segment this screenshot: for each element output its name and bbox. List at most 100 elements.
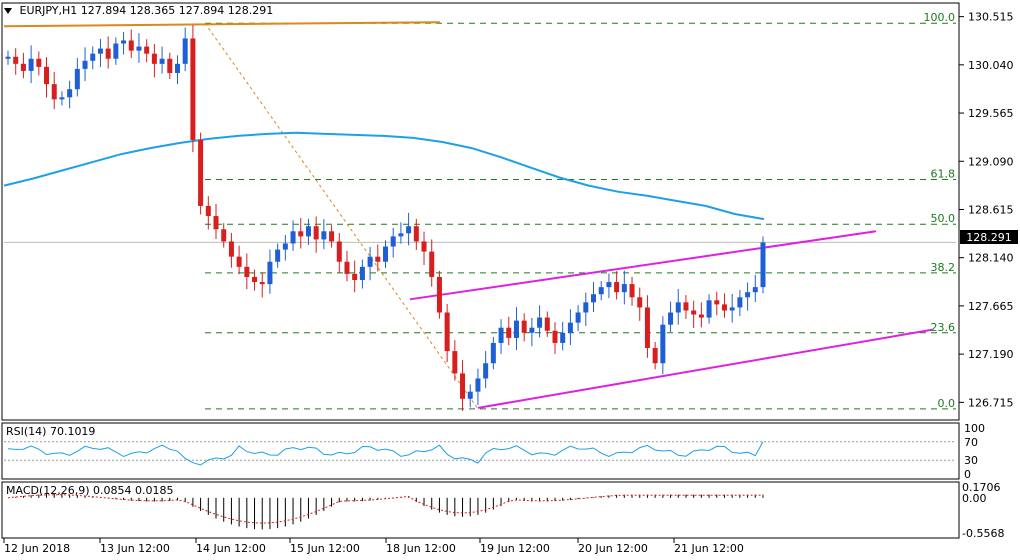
candle-body bbox=[252, 276, 258, 283]
candle-body bbox=[752, 287, 758, 293]
candle-body bbox=[444, 312, 450, 352]
candle-body bbox=[174, 63, 180, 73]
candle-body bbox=[575, 312, 581, 323]
candle-body bbox=[521, 320, 527, 333]
candle-body bbox=[560, 332, 566, 343]
candle-body bbox=[621, 284, 627, 293]
candle-body bbox=[205, 205, 211, 217]
candle-body bbox=[36, 58, 42, 67]
candle-body bbox=[737, 297, 743, 308]
candle-body bbox=[275, 249, 281, 262]
candle-body bbox=[760, 242, 766, 288]
y-tick-label: 128.615 bbox=[968, 203, 1014, 216]
candle-body bbox=[467, 391, 473, 399]
fib-label: 50.0 bbox=[931, 212, 956, 225]
resistance-line bbox=[3, 21, 441, 28]
candle-body bbox=[698, 314, 704, 318]
candle-body bbox=[228, 241, 234, 257]
channel-upper bbox=[409, 230, 877, 301]
candle-body bbox=[660, 324, 666, 364]
candle-body bbox=[706, 300, 712, 318]
candle-body bbox=[67, 89, 73, 98]
macd-axis-label: 0.00 bbox=[962, 492, 987, 505]
candle-body bbox=[136, 46, 142, 51]
candle-body bbox=[383, 246, 388, 262]
candle-body bbox=[398, 233, 404, 237]
candle-body bbox=[513, 320, 519, 338]
candle-body bbox=[5, 56, 11, 59]
candle-body bbox=[313, 226, 319, 240]
y-tick-label: 129.565 bbox=[968, 107, 1014, 120]
macd-label: MACD(12,26,9) 0.0854 0.0185 bbox=[6, 484, 174, 497]
candle-body bbox=[290, 231, 296, 244]
main-pane-frame bbox=[1, 2, 960, 421]
candle-body bbox=[182, 38, 188, 64]
candle-body bbox=[498, 327, 504, 343]
candle-body bbox=[151, 53, 157, 64]
macd-pane-frame bbox=[1, 481, 960, 539]
candle-body bbox=[105, 48, 111, 59]
candle-body bbox=[144, 46, 150, 54]
ohlc-label: 127.894 128.365 127.894 128.291 bbox=[80, 4, 274, 17]
candle-body bbox=[244, 266, 250, 277]
y-tick-label: 130.040 bbox=[968, 59, 1014, 72]
current-price-label: 128.291 bbox=[966, 231, 1012, 244]
candle-body bbox=[236, 256, 242, 267]
candle-body bbox=[390, 236, 396, 247]
candle-body bbox=[282, 243, 288, 250]
x-tick-label: 13 Jun 12:00 bbox=[100, 542, 170, 555]
candle-body bbox=[267, 261, 273, 285]
chevron-down-icon[interactable] bbox=[4, 8, 12, 14]
candle-body bbox=[367, 256, 373, 267]
rsi-axis-label: 0 bbox=[964, 468, 971, 481]
macd-signal-line bbox=[7, 494, 763, 524]
candle-body bbox=[506, 327, 512, 338]
candle-body bbox=[552, 330, 558, 343]
chart-header: EURJPY,H1 127.894 128.365 127.894 128.29… bbox=[4, 4, 273, 17]
candles bbox=[5, 25, 766, 411]
candle-body bbox=[644, 307, 650, 349]
x-tick-label: 18 Jun 12:00 bbox=[386, 542, 456, 555]
rsi-line bbox=[7, 441, 764, 466]
candle-body bbox=[490, 342, 496, 364]
macd-axis-label: -0.5568 bbox=[962, 527, 1004, 540]
candle-body bbox=[97, 48, 103, 54]
candle-body bbox=[44, 66, 50, 85]
fib-diagonal bbox=[204, 22, 479, 410]
candle-body bbox=[344, 261, 350, 274]
candle-body bbox=[128, 40, 134, 51]
fib-label: 100.0 bbox=[924, 11, 956, 24]
candle-body bbox=[598, 287, 604, 295]
current-price-tag bbox=[960, 230, 1018, 244]
price-axis: 130.515 130.040 129.565 129.090 128.615 128.1… bbox=[959, 11, 1014, 409]
x-tick-label: 19 Jun 12:00 bbox=[480, 542, 550, 555]
moving-average-line bbox=[3, 131, 765, 221]
x-tick-label: 21 Jun 12:00 bbox=[674, 542, 744, 555]
symbol-label: EURJPY,H1 bbox=[19, 4, 78, 17]
candle-body bbox=[406, 226, 412, 234]
rsi-axis-label: 70 bbox=[964, 436, 978, 449]
rsi-pane-frame bbox=[1, 422, 960, 480]
macd-axis-label: 0.1706 bbox=[962, 481, 1001, 494]
y-tick-label: 129.090 bbox=[968, 155, 1014, 168]
candle-body bbox=[691, 310, 697, 315]
candle-body bbox=[198, 139, 204, 206]
candle-body bbox=[113, 43, 119, 59]
candle-body bbox=[329, 231, 335, 242]
candle-body bbox=[629, 284, 635, 298]
candle-body bbox=[544, 317, 550, 331]
rsi-label: RSI(14) 70.1019 bbox=[6, 425, 96, 438]
rsi-axis-label: 30 bbox=[964, 454, 978, 467]
candle-body bbox=[436, 276, 442, 313]
candle-body bbox=[167, 58, 173, 73]
candle-body bbox=[729, 307, 735, 311]
candle-body bbox=[529, 327, 535, 333]
candle-body bbox=[421, 241, 427, 252]
candle-body bbox=[452, 351, 458, 374]
x-tick-label: 20 Jun 12:00 bbox=[578, 542, 648, 555]
candle-body bbox=[305, 226, 311, 237]
candle-body bbox=[652, 348, 658, 364]
candle-body bbox=[537, 317, 543, 328]
